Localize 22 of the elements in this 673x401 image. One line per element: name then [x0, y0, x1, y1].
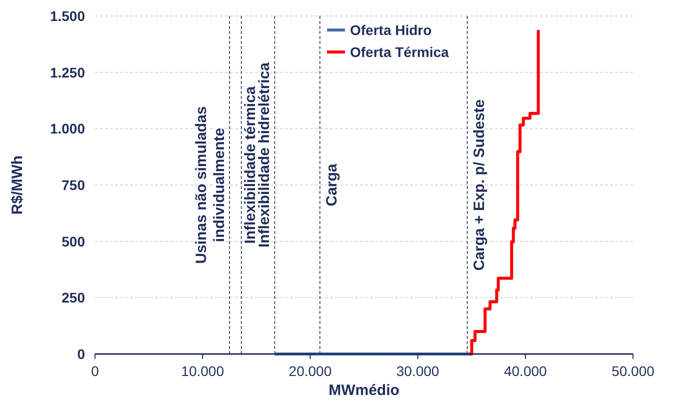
x-tick-label: 40.000 — [504, 363, 548, 379]
x-tick-label: 50.000 — [612, 363, 655, 379]
y-tick-label: 1.250 — [50, 64, 86, 80]
ref-line-label: Inflexibilidade hidrelétrica — [256, 62, 274, 248]
y-tick-label: 1.000 — [50, 120, 86, 137]
ref-line-label: Carga + Exp. p/ Sudeste — [470, 99, 488, 271]
y-tick-label: 250 — [62, 290, 86, 306]
y-tick-label: 0 — [77, 346, 86, 362]
x-tick-label: 0 — [91, 363, 100, 379]
x-tick-label: 10.000 — [181, 363, 224, 379]
y-axis-title: R$/MWh — [9, 155, 26, 215]
x-tick-label: 20.000 — [288, 363, 332, 379]
legend-label: Oferta Hidro — [350, 22, 432, 38]
y-tick-label: 1.500 — [50, 8, 86, 24]
ref-line-label: Carga — [323, 163, 340, 206]
ref-line-label: Inflexibilidade térmica — [242, 86, 259, 244]
x-axis-title: MWmédio — [328, 382, 400, 399]
x-tick-label: 30.000 — [396, 363, 440, 379]
legend-label: Oferta Térmica — [350, 44, 450, 60]
y-tick-label: 750 — [62, 177, 86, 193]
y-tick-label: 500 — [62, 233, 86, 250]
ref-line-label: Usinas não simuladas individualmente — [193, 106, 228, 264]
